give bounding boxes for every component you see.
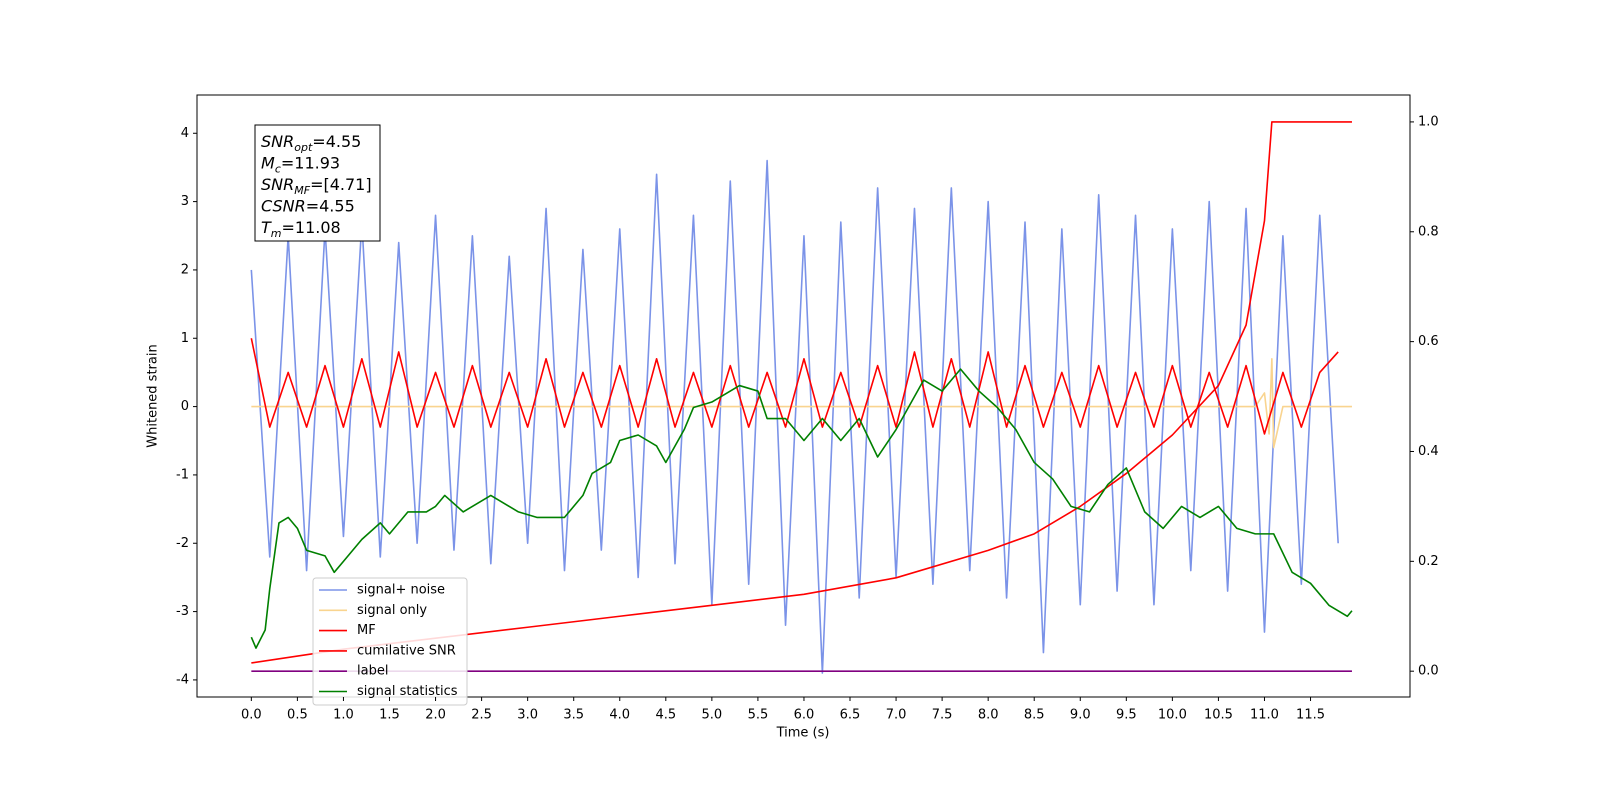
x-tick-label: 0.5 [287,708,308,723]
x-tick-label: 8.0 [978,708,999,723]
x-tick-label: 2.5 [471,708,492,723]
y2-tick-label: 0.6 [1418,334,1439,349]
x-tick-label: 1.5 [379,708,400,723]
y-tick-label: -3 [176,604,189,619]
y-axis-label: Whitened strain [146,344,161,447]
series-line [250,338,1339,435]
annotation-value: =11.93 [281,154,340,173]
x-tick-label: 8.5 [1024,708,1045,723]
x-tick-label: 0.0 [241,708,262,723]
x-tick-label: 3.0 [517,708,538,723]
x-tick-label: 4.0 [609,708,630,723]
annotation-subscript: opt [294,141,313,154]
legend-label: MF [357,623,376,638]
y-tick-label: 3 [181,194,189,209]
y2-tick-label: 0.2 [1418,554,1439,569]
x-tick-label: 11.5 [1296,708,1325,723]
legend-frame [312,577,468,706]
annotation-subscript: m [271,227,282,240]
x-tick-label: 11.0 [1250,708,1279,723]
annotation-line: SNRopt=4.55 [261,132,361,154]
x-tick-label: 7.0 [886,708,907,723]
annotation-symbol: T [261,218,272,237]
y-tick-label: 0 [181,399,189,414]
x-tick-label: 1.0 [333,708,354,723]
x-tick-label: 5.0 [702,708,723,723]
legend-label: label [357,664,388,679]
y-tick-label: -2 [176,536,189,551]
y2-tick-label: 0.4 [1418,444,1439,459]
y-tick-label: 1 [181,331,189,346]
series-line [251,121,1352,664]
x-tick-label: 4.5 [655,708,676,723]
annotation-line: Mc=11.93 [261,154,340,176]
annotation-frame [254,124,381,242]
annotation-symbol: CSNR [261,197,306,216]
x-tick-label: 2.0 [425,708,446,723]
x-tick-label: 9.5 [1116,708,1137,723]
annotation-line: SNRMF=[4.71] [261,175,372,197]
legend-label: signal only [357,603,427,618]
y-tick-label: -4 [176,672,189,687]
x-axis-label: Time (s) [776,726,830,741]
annotation-value: =4.55 [312,132,361,151]
legend: signal+ noise signal only MF cumilative SNR… [312,577,468,706]
y2-tick-label: 0.0 [1418,664,1439,679]
annotation-box: SNRopt=4.55Mc=11.93SNRMF=[4.71]CSNR=4.55… [254,124,381,242]
x-tick-label: 10.0 [1158,708,1187,723]
x-tick-label: 3.5 [563,708,584,723]
y2-tick-label: 1.0 [1418,114,1439,129]
x-tick-label: 6.0 [794,708,815,723]
x-tick-label: 7.5 [932,708,953,723]
legend-label: cumilative SNR [357,643,456,658]
y-tick-label: -1 [176,467,189,482]
annotation-symbol: M [261,154,275,173]
legend-label: signal statistics [357,684,458,699]
annotation-line: CSNR=4.55 [261,197,355,216]
x-tick-label: 9.0 [1070,708,1091,723]
series-line [250,368,1353,649]
annotation-value: =[4.71] [310,175,372,194]
annotation-subscript: c [275,163,281,176]
annotation-line: Tm=11.08 [261,218,341,240]
annotation-symbol: SNR [261,175,294,194]
legend-label: signal+ noise [357,583,445,598]
x-tick-label: 5.5 [748,708,769,723]
annotation-value: =4.55 [306,197,355,216]
y2-tick-label: 0.8 [1418,224,1439,239]
x-tick-label: 6.5 [840,708,861,723]
series-line [251,357,1352,449]
annotation-subscript: MF [294,184,310,197]
y-tick-label: 4 [181,126,189,141]
annotation-symbol: SNR [261,132,294,151]
annotation-value: =11.08 [282,218,341,237]
y-tick-label: 2 [181,262,189,277]
x-tick-label: 10.5 [1204,708,1233,723]
